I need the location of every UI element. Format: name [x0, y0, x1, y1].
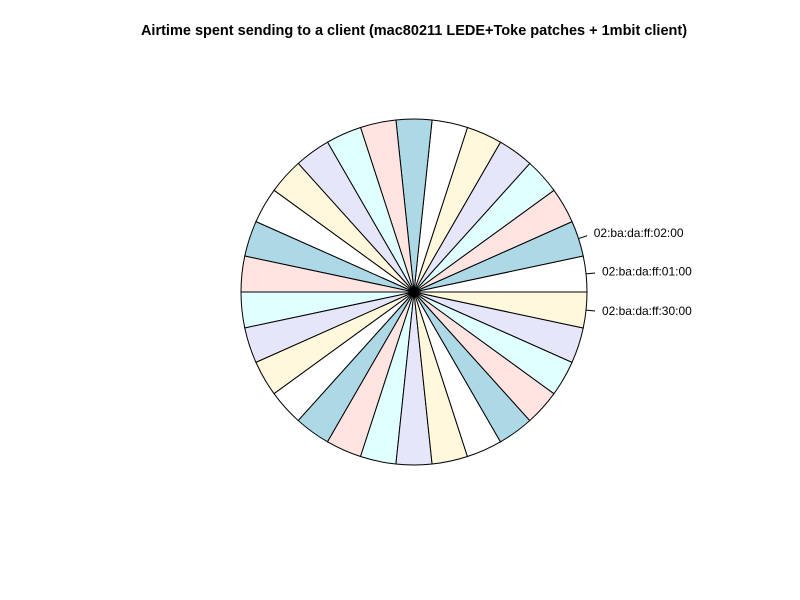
slice-label: 02:ba:da:ff:01:00 — [602, 264, 692, 278]
slice-label-tick — [578, 235, 588, 240]
slice-label: 02:ba:da:ff:30:00 — [602, 304, 692, 318]
slice-label-tick — [585, 309, 596, 312]
slice-label: 02:ba:da:ff:02:00 — [594, 226, 684, 240]
pie-labels: 02:ba:da:ff:01:00 02:ba:da:ff:02:00 02:ba:… — [578, 226, 692, 318]
chart-title: Airtime spent sending to a client (mac80… — [141, 23, 687, 39]
slice-label-tick — [585, 272, 596, 275]
pie-slices — [240, 118, 588, 466]
